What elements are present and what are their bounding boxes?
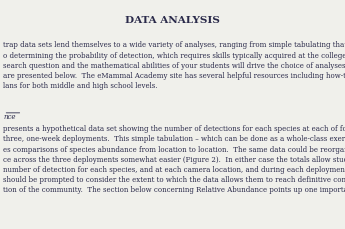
Text: presents a hypothetical data set showing the number of detections for each speci: presents a hypothetical data set showing… bbox=[3, 125, 345, 193]
Text: trap data sets lend themselves to a wide variety of analyses, ranging from simpl: trap data sets lend themselves to a wide… bbox=[3, 41, 345, 89]
Text: nce: nce bbox=[3, 112, 16, 120]
Text: DATA ANALYSIS: DATA ANALYSIS bbox=[125, 16, 220, 25]
